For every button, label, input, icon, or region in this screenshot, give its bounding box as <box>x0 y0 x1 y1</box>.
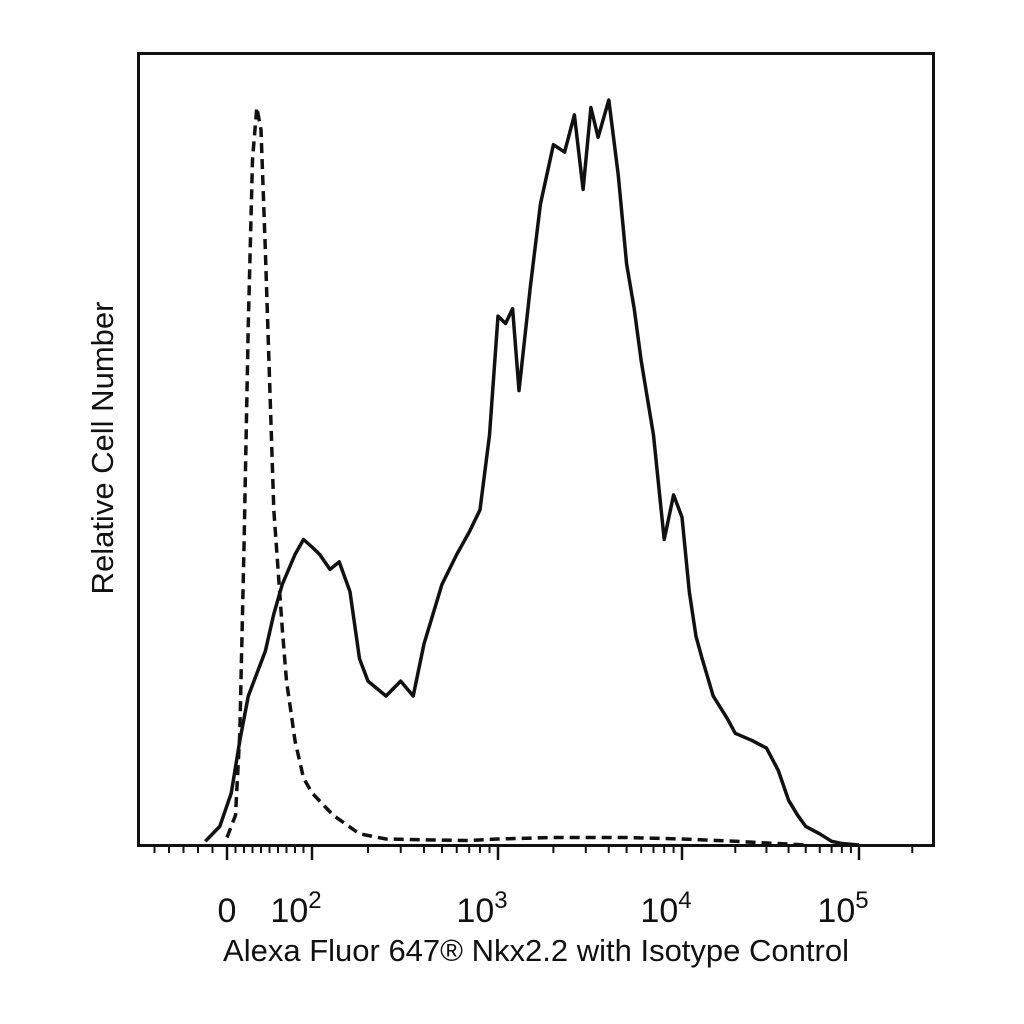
isotype-control-series-line <box>225 105 806 847</box>
x-axis-label: Alexa Fluor 647® Nkx2.2 with Isotype Con… <box>223 933 849 968</box>
plot-frame <box>137 52 935 847</box>
x-tick-label: 103 <box>456 887 507 930</box>
x-tick-label: 104 <box>640 887 691 930</box>
x-tick-label: 102 <box>270 887 321 930</box>
y-axis-label: Relative Cell Number <box>85 302 120 595</box>
x-tick-label: 0 <box>218 892 237 930</box>
x-tick-labels: 0 102 103 104 105 <box>218 887 869 930</box>
x-major-ticks <box>225 845 861 860</box>
nkx22-series-line <box>204 98 860 847</box>
x-minor-ticks <box>153 845 914 853</box>
x-tick-label: 105 <box>817 887 868 930</box>
series-layer <box>204 98 860 847</box>
